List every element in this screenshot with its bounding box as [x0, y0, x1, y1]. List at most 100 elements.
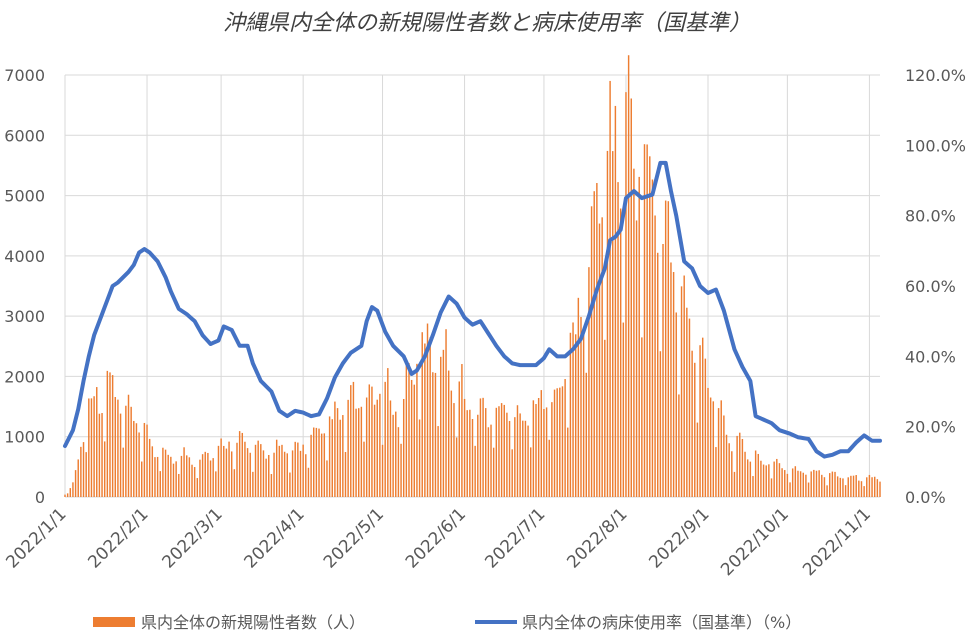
bar-new-cases — [156, 456, 159, 497]
bar-new-cases — [72, 482, 74, 497]
x-tick-label: 2022/2/1 — [84, 504, 152, 572]
bar-new-cases — [260, 444, 262, 497]
y-right-tick-label: 60.0% — [905, 277, 956, 296]
bar-new-cases — [715, 447, 717, 497]
bar-new-cases — [537, 398, 540, 497]
bar-new-cases — [561, 386, 564, 497]
bar-new-cases — [516, 405, 519, 497]
bar-new-cases — [455, 437, 458, 497]
bar-new-cases — [252, 471, 254, 497]
bar-new-cases — [741, 438, 744, 497]
bar-new-cases — [548, 439, 550, 497]
bar-new-cases — [577, 297, 580, 497]
bar-new-cases — [588, 267, 590, 497]
bar-new-cases — [209, 460, 212, 497]
bar-new-cases — [503, 404, 505, 497]
y-right-tick-label: 80.0% — [905, 207, 956, 226]
y-left-tick-label: 2000 — [4, 367, 45, 386]
bar-new-cases — [871, 477, 873, 497]
bar-new-cases — [799, 471, 802, 497]
legend-label-new-cases: 県内全体の新規陽性者数（人） — [141, 613, 365, 632]
bar-new-cases — [490, 424, 492, 497]
bar-new-cases — [254, 444, 257, 497]
x-tick-label: 2022/6/1 — [402, 504, 470, 572]
bar-new-cases — [217, 445, 220, 497]
bar-new-cases — [347, 399, 349, 497]
legend-label-bed-occupancy: 県内全体の病床使用率（国基準）（%） — [522, 613, 801, 632]
bar-new-cases — [286, 453, 288, 497]
bar-new-cases — [172, 463, 175, 497]
bar-new-cases — [717, 408, 720, 497]
bar-new-cases — [826, 485, 828, 497]
bar-new-cases — [133, 420, 135, 497]
bar-new-cases — [410, 379, 413, 497]
bar-new-cases — [215, 471, 217, 497]
x-tick-label: 2022/10/1 — [717, 504, 793, 580]
bar-new-cases — [281, 444, 283, 497]
bar-new-cases — [863, 486, 865, 497]
bar-new-cases — [418, 419, 421, 497]
bar-new-cases — [283, 451, 286, 497]
bar-new-cases — [90, 398, 93, 497]
bar-new-cases — [630, 98, 632, 497]
bar-new-cases — [794, 466, 797, 497]
bar-new-cases — [746, 459, 749, 497]
bar-new-cases — [408, 363, 410, 497]
bar-new-cases — [289, 472, 291, 497]
y-right-tick-label: 20.0% — [905, 418, 956, 437]
bar-new-cases — [641, 337, 643, 497]
bar-new-cases — [739, 432, 741, 497]
bar-new-cases — [860, 481, 863, 497]
bar-new-cases — [363, 441, 365, 497]
bar-new-cases — [556, 388, 558, 497]
bar-new-cases — [122, 447, 124, 497]
y-left-tick-label: 4000 — [4, 247, 45, 266]
bar-new-cases — [649, 156, 651, 497]
bar-new-cases — [768, 464, 770, 497]
bar-new-cases — [365, 397, 368, 497]
bar-new-cases — [585, 372, 588, 497]
bar-new-cases — [429, 337, 431, 497]
bar-new-cases — [201, 454, 204, 497]
bar-new-cases — [180, 455, 183, 497]
bar-new-cases — [297, 442, 299, 497]
bar-new-cases — [858, 480, 860, 497]
bar-new-cases — [291, 450, 294, 497]
bar-new-cases — [463, 398, 466, 497]
bar-new-cases — [114, 397, 117, 497]
bar-new-cases — [604, 339, 606, 497]
bar-new-cases — [471, 419, 474, 497]
bar-new-cases — [619, 208, 622, 498]
bar-new-cases — [707, 387, 709, 497]
bar-new-cases — [336, 408, 339, 497]
bar-new-cases — [791, 468, 794, 497]
bar-new-cases — [265, 458, 267, 497]
bar-new-cases — [815, 470, 818, 497]
bar-new-cases — [590, 206, 593, 497]
bar-new-cases — [191, 464, 193, 497]
bar-new-cases — [551, 402, 553, 497]
bar-new-cases — [328, 416, 331, 497]
bar-new-cases — [188, 457, 191, 497]
bar-new-cases — [395, 411, 397, 497]
bar-new-cases — [170, 456, 172, 497]
bar-new-cases — [485, 408, 487, 497]
bar-new-cases — [278, 445, 281, 497]
x-tick-label: 2022/1/1 — [2, 504, 70, 572]
bar-new-cases — [183, 447, 185, 497]
bar-new-cases — [66, 493, 69, 497]
bar-new-cases — [582, 327, 585, 497]
bar-new-cases — [612, 151, 614, 497]
bar-new-cases — [331, 419, 333, 497]
bar-new-cases — [527, 425, 529, 497]
bar-new-cases — [350, 385, 352, 497]
bar-new-cases — [664, 200, 667, 497]
bar-new-cases — [424, 343, 426, 497]
bar-new-cases — [109, 372, 111, 497]
bar-new-cases — [506, 412, 508, 497]
bar-new-cases — [376, 399, 378, 497]
bar-new-cases — [873, 476, 876, 497]
bar-new-cases — [524, 420, 527, 497]
bar-new-cases — [458, 381, 460, 497]
